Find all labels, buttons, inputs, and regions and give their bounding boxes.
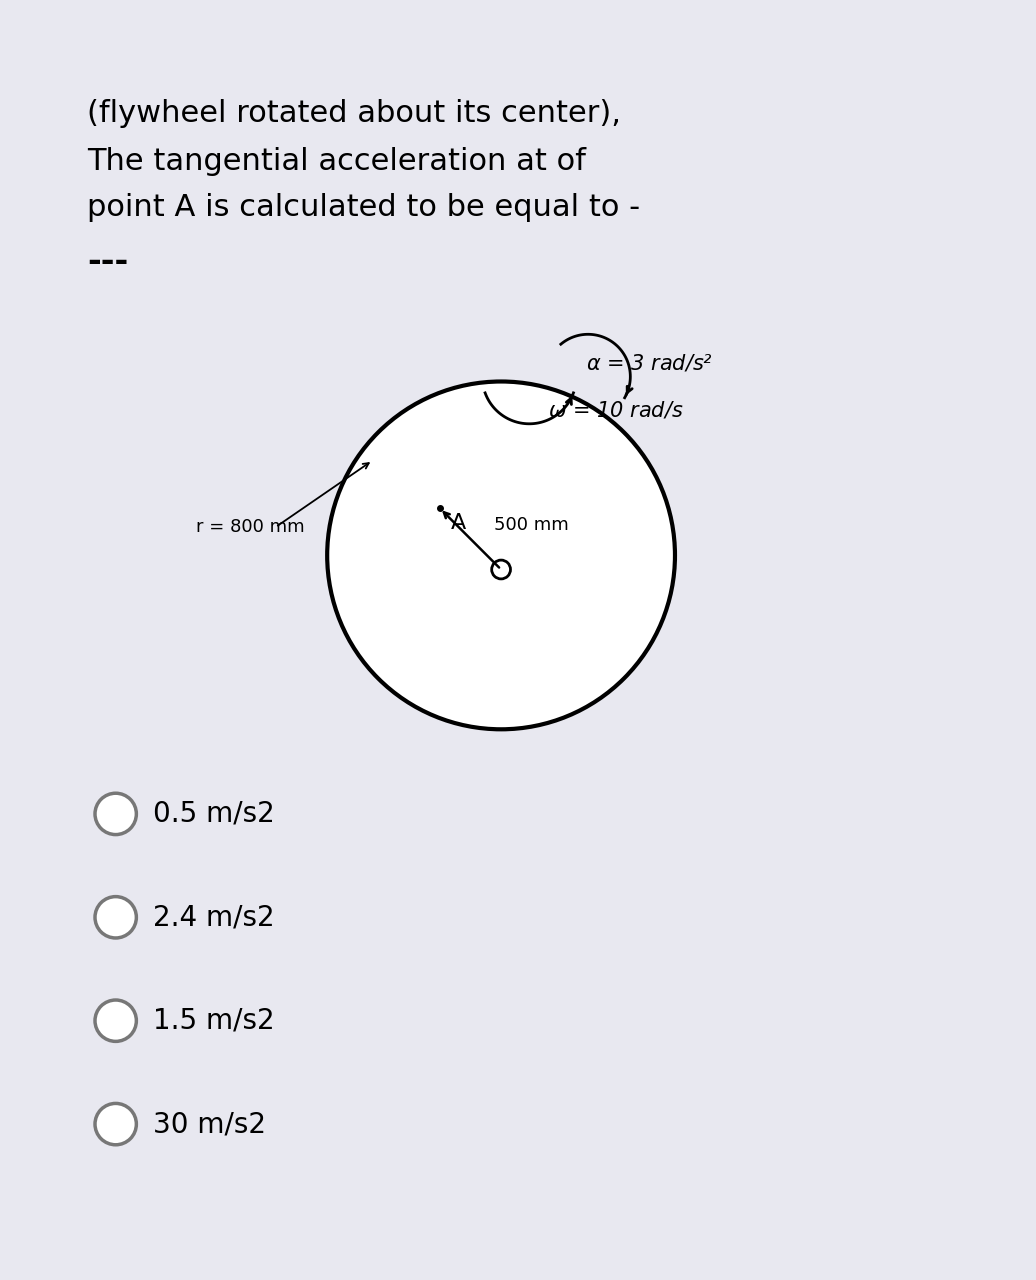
Text: 0.5 m/s2: 0.5 m/s2	[153, 800, 275, 828]
Circle shape	[95, 896, 137, 938]
Text: 2.4 m/s2: 2.4 m/s2	[153, 904, 275, 932]
Text: (flywheel rotated about its center),: (flywheel rotated about its center),	[87, 100, 622, 128]
Circle shape	[492, 561, 511, 579]
Text: ---: ---	[87, 246, 128, 278]
Circle shape	[95, 794, 137, 835]
Text: $\alpha$ = 3 rad/s²: $\alpha$ = 3 rad/s²	[585, 352, 713, 374]
Text: 1.5 m/s2: 1.5 m/s2	[153, 1006, 275, 1034]
Circle shape	[95, 1103, 137, 1144]
Text: r = 800 mm: r = 800 mm	[196, 518, 305, 536]
Text: point A is calculated to be equal to -: point A is calculated to be equal to -	[87, 193, 640, 223]
Text: 30 m/s2: 30 m/s2	[153, 1110, 266, 1138]
Circle shape	[95, 1000, 137, 1042]
Text: $\omega$ = 10 rad/s: $\omega$ = 10 rad/s	[548, 399, 684, 420]
Text: A: A	[452, 513, 466, 532]
Text: 500 mm: 500 mm	[494, 516, 569, 534]
Circle shape	[327, 381, 675, 730]
Text: The tangential acceleration at of: The tangential acceleration at of	[87, 146, 586, 175]
